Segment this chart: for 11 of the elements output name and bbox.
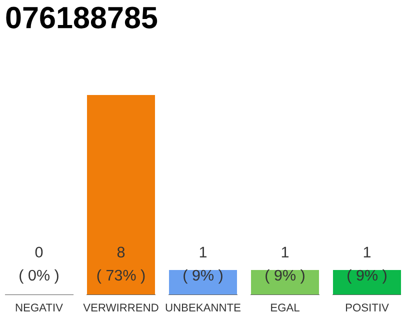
x-tick-label: NEGATIV [16, 304, 63, 312]
data-label: 1 ( 9% ) [266, 246, 304, 284]
x-tick-label: VERWIRREND [83, 304, 158, 312]
x-tick-label: EGAL [271, 304, 300, 312]
data-label: 1 ( 9% ) [184, 246, 222, 284]
data-label: 8 ( 73% ) [97, 246, 145, 284]
x-tick-label: UNBEKANNTE [166, 304, 240, 312]
x-tick-label: POSITIV [346, 304, 389, 312]
chart-title: 076188785 [6, 6, 158, 28]
data-label: 1 ( 9% ) [348, 246, 386, 284]
data-label: 0 ( 0% ) [20, 246, 58, 284]
